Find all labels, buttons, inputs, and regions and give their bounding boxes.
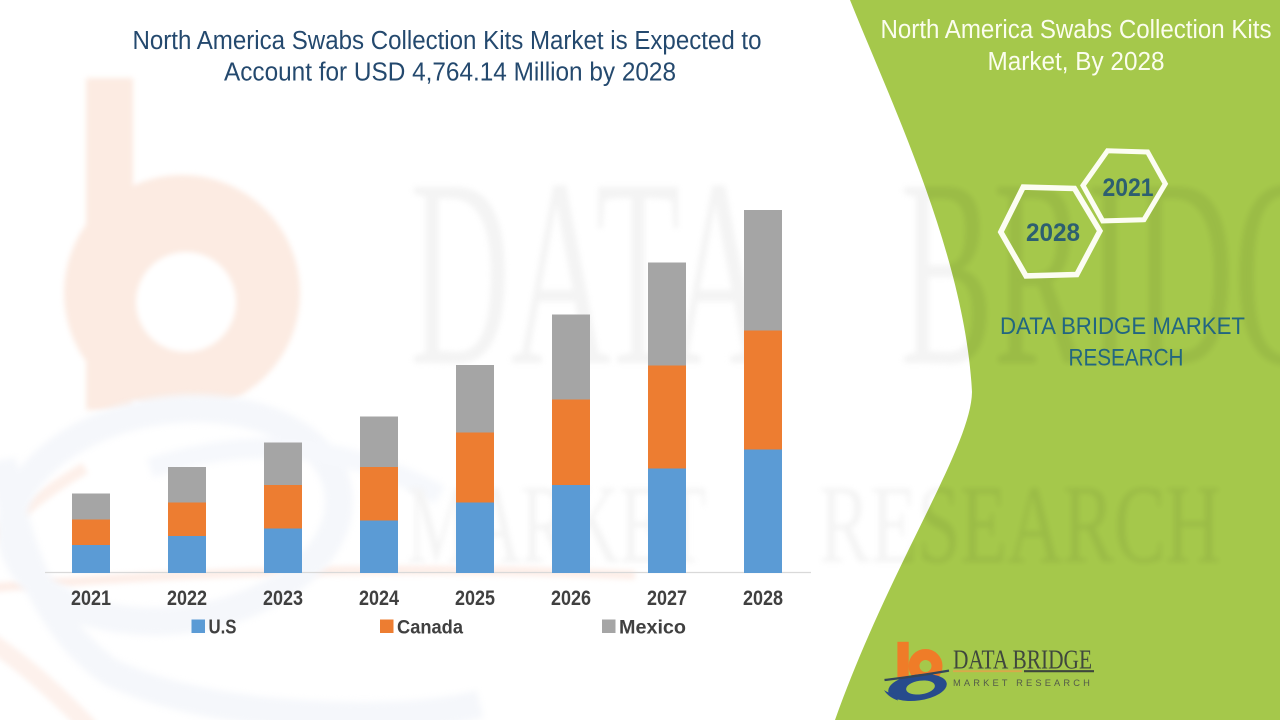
svg-text:2028: 2028: [743, 587, 783, 610]
svg-text:2028: 2028: [1026, 219, 1080, 247]
svg-text:North America Swabs Collection: North America Swabs Collection Kits Mark…: [133, 27, 762, 55]
svg-text:Account for USD 4,764.14 Milli: Account for USD 4,764.14 Million by 2028: [224, 59, 676, 87]
svg-text:2025: 2025: [455, 587, 495, 610]
svg-text:2027: 2027: [647, 587, 687, 610]
svg-text:2022: 2022: [167, 587, 207, 610]
svg-text:2021: 2021: [71, 587, 111, 610]
svg-text:MARKET RESEARCH: MARKET RESEARCH: [953, 678, 1093, 688]
svg-text:RESEARCH: RESEARCH: [1069, 345, 1184, 372]
svg-text:2026: 2026: [551, 587, 591, 610]
svg-text:Market, By 2028: Market, By 2028: [988, 48, 1165, 76]
svg-text:2024: 2024: [359, 587, 399, 610]
svg-text:U.S: U.S: [209, 617, 237, 639]
svg-text:DATA BRIDGE: DATA BRIDGE: [953, 645, 1092, 675]
svg-text:2021: 2021: [1103, 174, 1154, 202]
svg-text:North America Swabs Collection: North America Swabs Collection Kits: [881, 16, 1272, 44]
svg-text:DATA BRIDGE MARKET: DATA BRIDGE MARKET: [1000, 313, 1245, 340]
svg-text:2023: 2023: [263, 587, 303, 610]
svg-text:Mexico: Mexico: [619, 617, 686, 639]
svg-text:Canada: Canada: [397, 617, 463, 639]
